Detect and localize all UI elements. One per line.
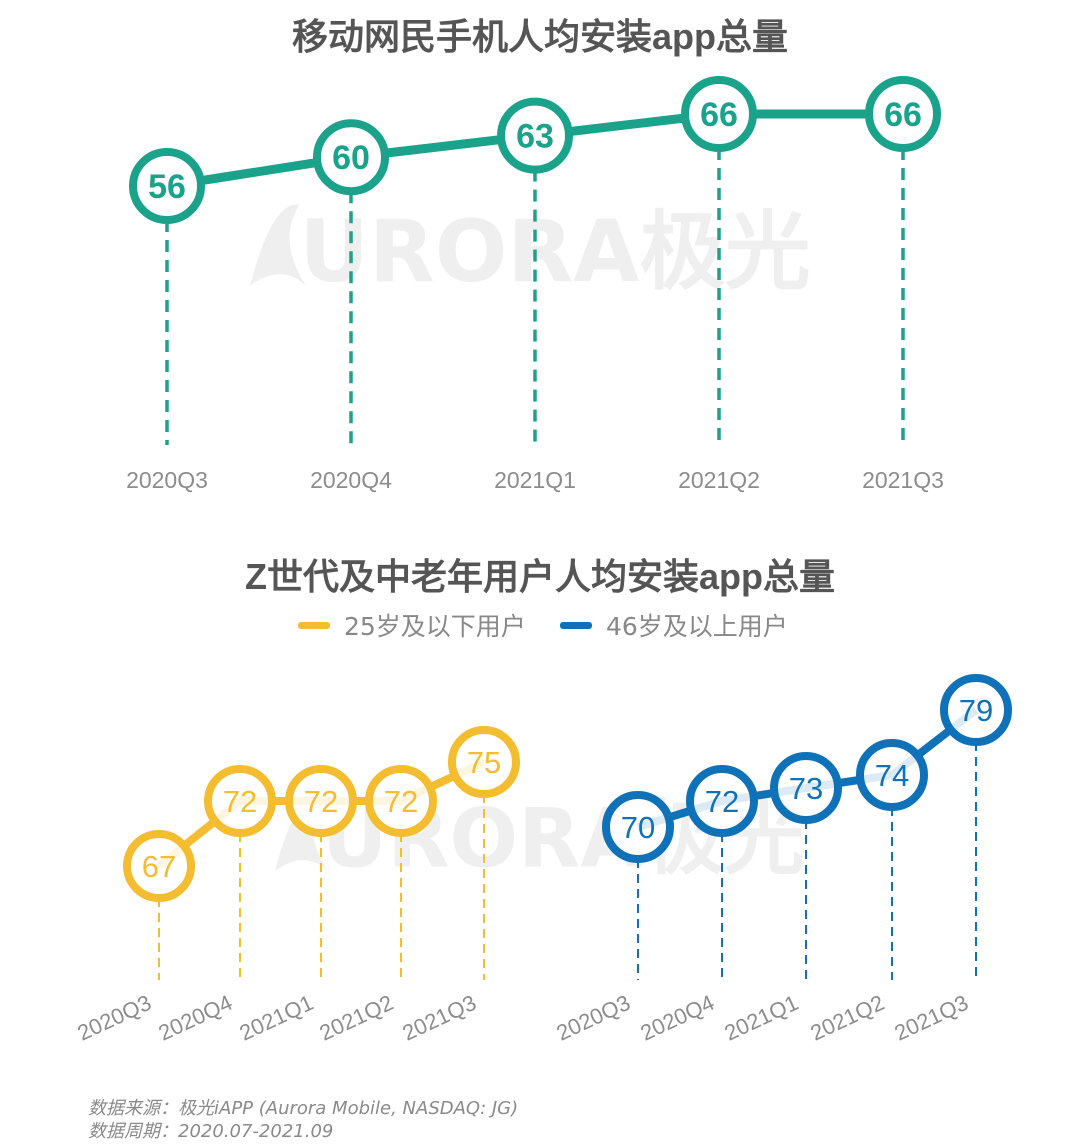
legend-item-old: 46岁及以上用户 bbox=[560, 610, 788, 641]
data-point-overall-1 bbox=[313, 119, 389, 196]
data-label-old-3: 74 bbox=[875, 758, 909, 793]
tick-label-overall-3: 2021Q2 bbox=[678, 467, 760, 493]
legend-item-young: 25岁及以下用户 bbox=[298, 610, 526, 641]
legend-label-old: 46岁及以上用户 bbox=[606, 612, 788, 641]
data-period-note: 数据周期：2020.07-2021.09 bbox=[88, 1121, 334, 1142]
data-label-old-1: 72 bbox=[705, 784, 739, 819]
chart-title-overall: 移动网民手机人均安装app总量 bbox=[291, 16, 788, 57]
data-label-overall-1: 60 bbox=[332, 139, 370, 177]
data-point-old-0 bbox=[602, 791, 674, 863]
data-label-old-2: 73 bbox=[789, 771, 823, 806]
data-point-overall-4 bbox=[865, 76, 941, 152]
watermark-top-text: URORA极光 bbox=[300, 203, 811, 302]
legend-label-young: 25岁及以下用户 bbox=[344, 612, 526, 641]
data-label-overall-4: 66 bbox=[884, 96, 922, 134]
tick-label-young-1: 2020Q4 bbox=[155, 990, 237, 1046]
data-point-old-3 bbox=[856, 739, 928, 811]
data-label-overall-0: 56 bbox=[148, 168, 186, 206]
tick-label-overall-2: 2021Q1 bbox=[494, 467, 576, 493]
tick-label-old-1: 2020Q4 bbox=[637, 990, 719, 1046]
tick-label-young-3: 2021Q2 bbox=[316, 990, 398, 1046]
tick-label-old-4: 2021Q3 bbox=[891, 990, 973, 1046]
data-point-young-1 bbox=[204, 765, 276, 837]
tick-label-young-2: 2021Q1 bbox=[236, 990, 318, 1046]
tick-label-overall-4: 2021Q3 bbox=[862, 467, 944, 493]
data-point-young-0 bbox=[123, 830, 195, 902]
data-label-young-1: 72 bbox=[223, 784, 257, 819]
data-point-overall-3 bbox=[681, 76, 757, 152]
tick-label-young-0: 2020Q3 bbox=[74, 990, 156, 1046]
tick-label-old-2: 2021Q1 bbox=[721, 990, 803, 1046]
chart-title-age-groups: Z世代及中老年用户人均安装app总量 bbox=[245, 556, 835, 597]
data-point-overall-0 bbox=[129, 148, 205, 224]
data-label-young-0: 67 bbox=[142, 849, 176, 884]
data-source-note: 数据来源：极光iAPP (Aurora Mobile, NASDAQ: JG) bbox=[88, 1098, 519, 1119]
data-point-old-2 bbox=[770, 752, 842, 824]
legend-swatch-young bbox=[298, 621, 330, 629]
data-label-old-4: 79 bbox=[959, 693, 993, 728]
watermark-top-logo-shape bbox=[250, 204, 306, 286]
tick-label-overall-0: 2020Q3 bbox=[126, 467, 208, 493]
data-point-overall-2 bbox=[497, 97, 573, 174]
data-point-old-4 bbox=[940, 674, 1012, 746]
data-label-young-2: 72 bbox=[304, 784, 338, 819]
data-point-young-4 bbox=[448, 726, 520, 798]
watermark-bottom-logo-shape bbox=[275, 794, 328, 871]
data-label-young-3: 72 bbox=[384, 784, 418, 819]
legend-swatch-old bbox=[560, 621, 592, 629]
tick-label-old-0: 2020Q3 bbox=[553, 990, 635, 1046]
watermark-top: URORA极光 bbox=[250, 203, 810, 302]
tick-label-overall-1: 2020Q4 bbox=[310, 467, 392, 493]
data-point-old-1 bbox=[686, 765, 758, 837]
tick-label-old-3: 2021Q2 bbox=[807, 990, 889, 1046]
data-label-old-0: 70 bbox=[621, 810, 655, 845]
data-point-young-2 bbox=[285, 765, 357, 837]
tick-label-young-4: 2021Q3 bbox=[399, 990, 481, 1046]
data-label-overall-3: 66 bbox=[700, 96, 738, 134]
data-point-young-3 bbox=[365, 765, 437, 837]
data-label-overall-2: 63 bbox=[516, 118, 554, 156]
data-label-young-4: 75 bbox=[467, 745, 501, 780]
